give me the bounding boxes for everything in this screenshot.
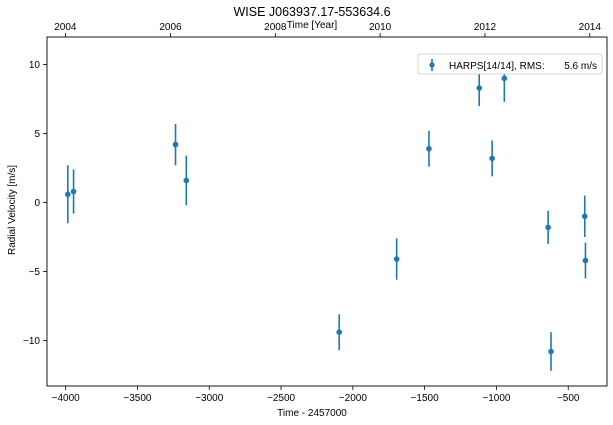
top-x-tick-label: 2010 bbox=[369, 22, 392, 33]
top-x-tick-label: 2014 bbox=[579, 22, 602, 33]
data-point bbox=[65, 191, 71, 198]
plot-frame bbox=[46, 36, 608, 387]
y-tick-label: −10 bbox=[23, 336, 40, 347]
data-point bbox=[172, 141, 179, 148]
chart-title: WISE J063937.17-553634.6 bbox=[233, 5, 390, 19]
data-point bbox=[501, 75, 508, 82]
plot-area: −4000 −3500 −3000 −2500 −2000 −1500 −1000 −500 2… bbox=[23, 22, 601, 404]
legend: HARPS[14/14], RMS: 5.6 m/s bbox=[417, 53, 603, 75]
data-point bbox=[545, 224, 551, 231]
top-x-tick-label: 2006 bbox=[159, 22, 182, 33]
x-tick-label: −3500 bbox=[123, 393, 152, 404]
data-point bbox=[393, 256, 400, 262]
y-tick-label: −5 bbox=[29, 267, 41, 278]
x-tick-label: −4000 bbox=[52, 393, 81, 404]
data-point bbox=[70, 188, 77, 195]
data-point bbox=[582, 257, 589, 264]
data-point bbox=[581, 213, 588, 220]
x-tick-label: −500 bbox=[557, 393, 580, 404]
legend-label: HARPS[14/14], RMS: bbox=[449, 61, 545, 72]
x-tick-label: −2000 bbox=[339, 393, 368, 404]
data-point bbox=[426, 145, 432, 152]
x-tick-label: −1500 bbox=[411, 393, 440, 404]
x-tick-label: −3000 bbox=[195, 393, 224, 404]
legend-marker bbox=[429, 62, 435, 68]
x-axis-label: Time - 2457000 bbox=[277, 408, 347, 419]
top-x-tick-label: 2008 bbox=[264, 22, 287, 33]
data-point bbox=[489, 155, 495, 162]
data-point bbox=[476, 85, 483, 91]
y-tick-label: 10 bbox=[29, 60, 41, 71]
top-x-tick-label: 2004 bbox=[54, 22, 77, 33]
data-point bbox=[548, 348, 554, 355]
data-point bbox=[183, 177, 190, 184]
y-tick-label: 0 bbox=[34, 198, 40, 209]
data-point bbox=[336, 329, 343, 336]
legend-value: 5.6 m/s bbox=[564, 61, 597, 72]
y-axis-label: Radial Velocity [m/s] bbox=[7, 165, 18, 255]
legend-box bbox=[417, 53, 603, 75]
x-tick-label: −2500 bbox=[267, 393, 296, 404]
y-tick-label: 5 bbox=[34, 129, 40, 140]
top-x-tick-label: 2012 bbox=[474, 22, 497, 33]
x-tick-label: −1000 bbox=[482, 393, 511, 404]
top-x-axis-label: Time [Year] bbox=[287, 20, 338, 31]
